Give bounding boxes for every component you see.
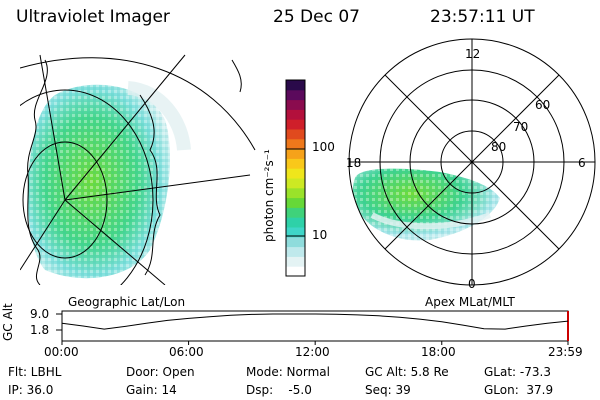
- instrument-title: Ultraviolet Imager: [16, 7, 170, 27]
- colorbar-tick-10: 10: [312, 228, 328, 242]
- colorbar-segment: [286, 178, 305, 189]
- status-door: Door: Open: [126, 365, 195, 379]
- colorbar-segment: [286, 266, 305, 277]
- mlt-18-label: 18: [346, 156, 362, 170]
- colorbar-segment: [286, 256, 305, 267]
- colorbar-segment: [286, 168, 305, 179]
- status-gc-alt: GC Alt: 5.8 Re: [365, 365, 449, 379]
- colorbar-segment: [286, 197, 305, 208]
- colorbar: [285, 79, 306, 277]
- colorbar-segment: [286, 148, 305, 159]
- colorbar-segment: [286, 236, 305, 248]
- colorbar-segment: [286, 207, 305, 218]
- colorbar-segment: [286, 246, 305, 257]
- colorbar-segment: [286, 89, 305, 101]
- mlat-80-label: 80: [491, 140, 507, 154]
- status-glat: GLat: -73.3: [484, 365, 551, 379]
- polar-plot: [348, 38, 596, 286]
- mlat-60-label: 60: [535, 98, 551, 112]
- colorbar-segment: [286, 109, 305, 120]
- colorbar-segment: [286, 158, 305, 169]
- mlat-70-label: 70: [513, 120, 529, 134]
- timeline-ytick-max: 9.0: [30, 307, 50, 321]
- colorbar-segment: [286, 129, 305, 140]
- mlt-0-label: 0: [468, 277, 476, 291]
- colorbar-segment: [286, 217, 305, 228]
- timeline-xtick-3: 18:00: [421, 345, 456, 359]
- timeline-xtick-2: 12:00: [295, 345, 330, 359]
- colorbar-segment: [286, 99, 305, 110]
- altitude-line: [61, 313, 569, 330]
- timeline-xtick-0: 00:00: [44, 345, 79, 359]
- status-filter: Flt: LBHL: [8, 365, 62, 379]
- status-glon: GLon: 37.9: [484, 383, 554, 397]
- colorbar-segment: [286, 80, 305, 91]
- timeline-ytick-min: 1.8: [30, 323, 50, 337]
- colorbar-segment: [286, 138, 305, 150]
- colorbar-label: photon cm⁻²s⁻¹: [262, 149, 276, 242]
- colorbar-segment: [286, 187, 305, 199]
- status-dsp: Dsp: -5.0: [246, 383, 312, 397]
- status-mode: Mode: Normal: [246, 365, 330, 379]
- timeline-xtick-1: 06:00: [169, 345, 204, 359]
- timeline-ylabel: GC Alt: [1, 303, 15, 341]
- time-label: 23:57:11 UT: [430, 7, 535, 27]
- mlt-6-label: 6: [578, 156, 586, 170]
- apex-panel-label: Apex MLat/MLT: [425, 295, 515, 309]
- colorbar-tick-100: 100: [312, 140, 335, 154]
- status-seq: Seq: 39: [365, 383, 411, 397]
- colorbar-segment: [286, 227, 305, 238]
- colorbar-segment: [286, 119, 305, 130]
- date-label: 25 Dec 07: [273, 7, 360, 27]
- geographic-panel-label: Geographic Lat/Lon: [68, 295, 186, 309]
- mlt-12-label: 12: [465, 47, 481, 61]
- status-gain: Gain: 14: [126, 383, 177, 397]
- timeline-xtick-4: 23:59: [548, 345, 583, 359]
- altitude-timeline: [56, 310, 569, 345]
- status-ip: IP: 36.0: [8, 383, 54, 397]
- geographic-map: [20, 54, 256, 285]
